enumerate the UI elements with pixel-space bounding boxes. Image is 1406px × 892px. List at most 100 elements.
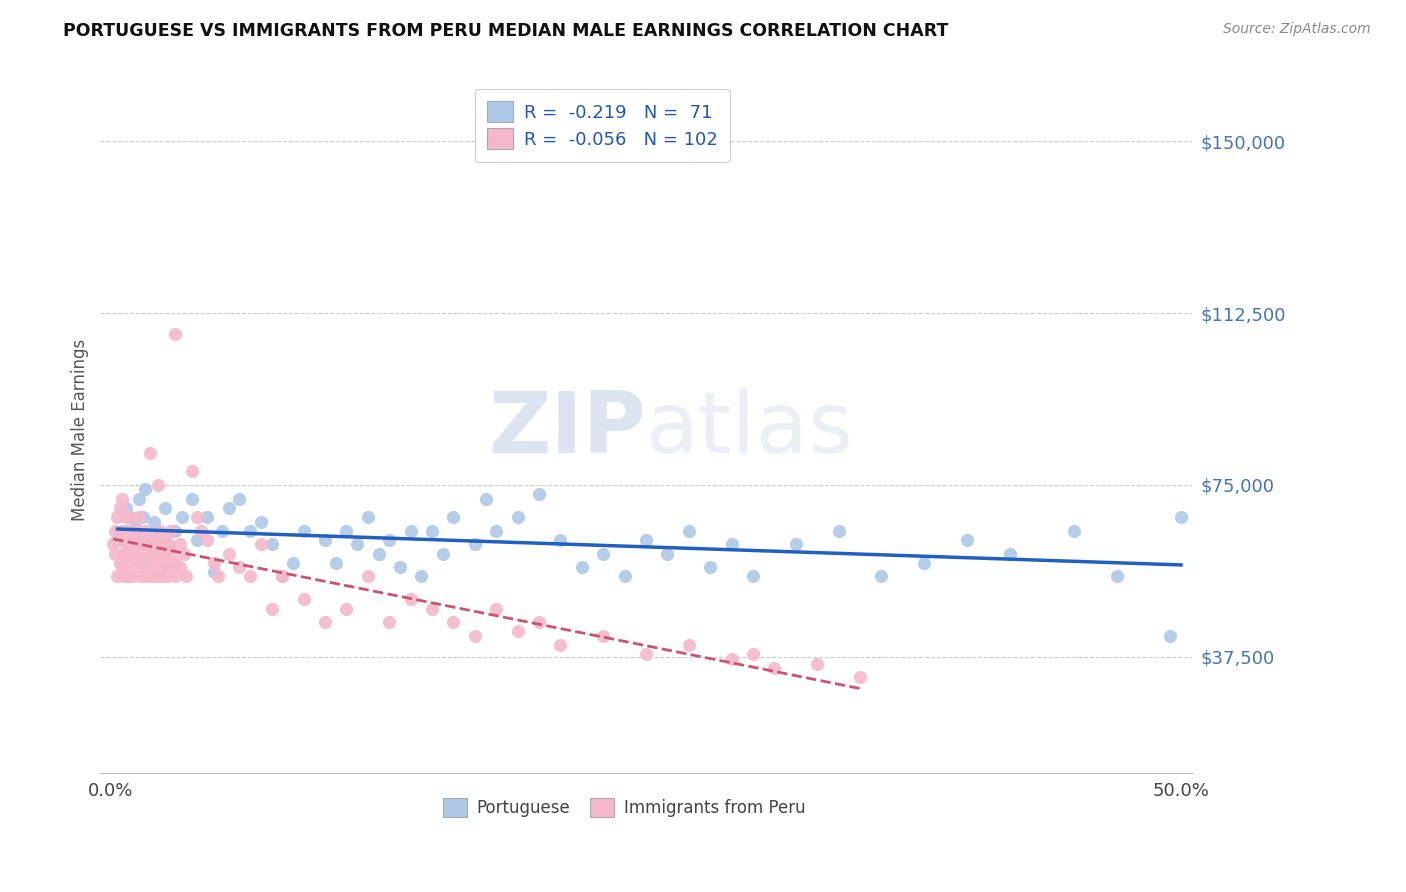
Text: atlas: atlas [645, 388, 853, 471]
Text: Source: ZipAtlas.com: Source: ZipAtlas.com [1223, 22, 1371, 37]
Point [378, 533, 401, 547]
Point [195, 533, 218, 547]
Point [115, 500, 138, 515]
Point [195, 510, 218, 524]
Point [202, 556, 225, 570]
Point [157, 541, 180, 556]
Point [169, 537, 191, 551]
Point [141, 528, 163, 542]
Point [120, 510, 142, 524]
Point [474, 491, 496, 506]
Point [634, 648, 657, 662]
Point [125, 547, 148, 561]
Point [117, 569, 139, 583]
Point [152, 569, 174, 583]
Point [115, 537, 138, 551]
Point [138, 446, 160, 460]
Point [134, 483, 156, 497]
Point [335, 524, 357, 538]
Point [613, 569, 636, 583]
Point [592, 629, 614, 643]
Point [145, 547, 167, 561]
Point [128, 510, 150, 524]
Point [141, 569, 163, 583]
Point [117, 569, 139, 583]
Point [443, 510, 465, 524]
Point [202, 565, 225, 579]
Point [250, 537, 273, 551]
Point [806, 657, 828, 671]
Point [112, 547, 135, 561]
Point [117, 524, 139, 538]
Point [346, 537, 368, 551]
Point [181, 464, 204, 478]
Point [104, 524, 127, 538]
Point [420, 524, 443, 538]
Point [160, 547, 183, 561]
Point [111, 533, 134, 547]
Point [146, 537, 169, 551]
Point [111, 560, 134, 574]
Point [678, 524, 700, 538]
Point [153, 500, 176, 515]
Point [132, 560, 155, 574]
Point [153, 533, 176, 547]
Point [111, 524, 134, 538]
Point [211, 524, 233, 538]
Point [357, 569, 380, 583]
Point [138, 547, 160, 561]
Point [165, 326, 187, 341]
Point [124, 560, 146, 574]
Point [314, 533, 336, 547]
Point [325, 556, 347, 570]
Point [870, 569, 893, 583]
Point [174, 569, 197, 583]
Point [411, 569, 433, 583]
Point [107, 569, 129, 583]
Point [157, 537, 180, 551]
Point [146, 560, 169, 574]
Point [107, 533, 129, 547]
Point [228, 491, 250, 506]
Point [145, 569, 167, 583]
Point [399, 524, 422, 538]
Point [169, 560, 191, 574]
Point [571, 560, 593, 574]
Point [485, 601, 508, 615]
Point [134, 524, 156, 538]
Point [527, 615, 550, 630]
Point [156, 547, 179, 561]
Point [115, 556, 138, 570]
Point [129, 533, 152, 547]
Point [146, 533, 169, 547]
Point [239, 524, 262, 538]
Y-axis label: Median Male Earnings: Median Male Earnings [72, 339, 89, 521]
Point [112, 547, 135, 561]
Point [260, 601, 283, 615]
Point [190, 524, 212, 538]
Point [239, 569, 262, 583]
Point [160, 524, 183, 538]
Point [292, 592, 315, 607]
Point [271, 569, 294, 583]
Point [367, 547, 389, 561]
Point [121, 547, 143, 561]
Point [136, 569, 159, 583]
Text: ZIP: ZIP [488, 388, 645, 471]
Point [141, 537, 163, 551]
Point [785, 537, 807, 551]
Point [420, 601, 443, 615]
Point [153, 556, 176, 570]
Point [207, 569, 229, 583]
Point [186, 510, 208, 524]
Point [228, 560, 250, 574]
Point [218, 547, 240, 561]
Point [108, 500, 131, 515]
Point [165, 556, 187, 570]
Point [592, 547, 614, 561]
Point [742, 648, 765, 662]
Point [157, 560, 180, 574]
Point [136, 533, 159, 547]
Point [292, 524, 315, 538]
Legend: Portuguese, Immigrants from Peru: Portuguese, Immigrants from Peru [436, 791, 811, 823]
